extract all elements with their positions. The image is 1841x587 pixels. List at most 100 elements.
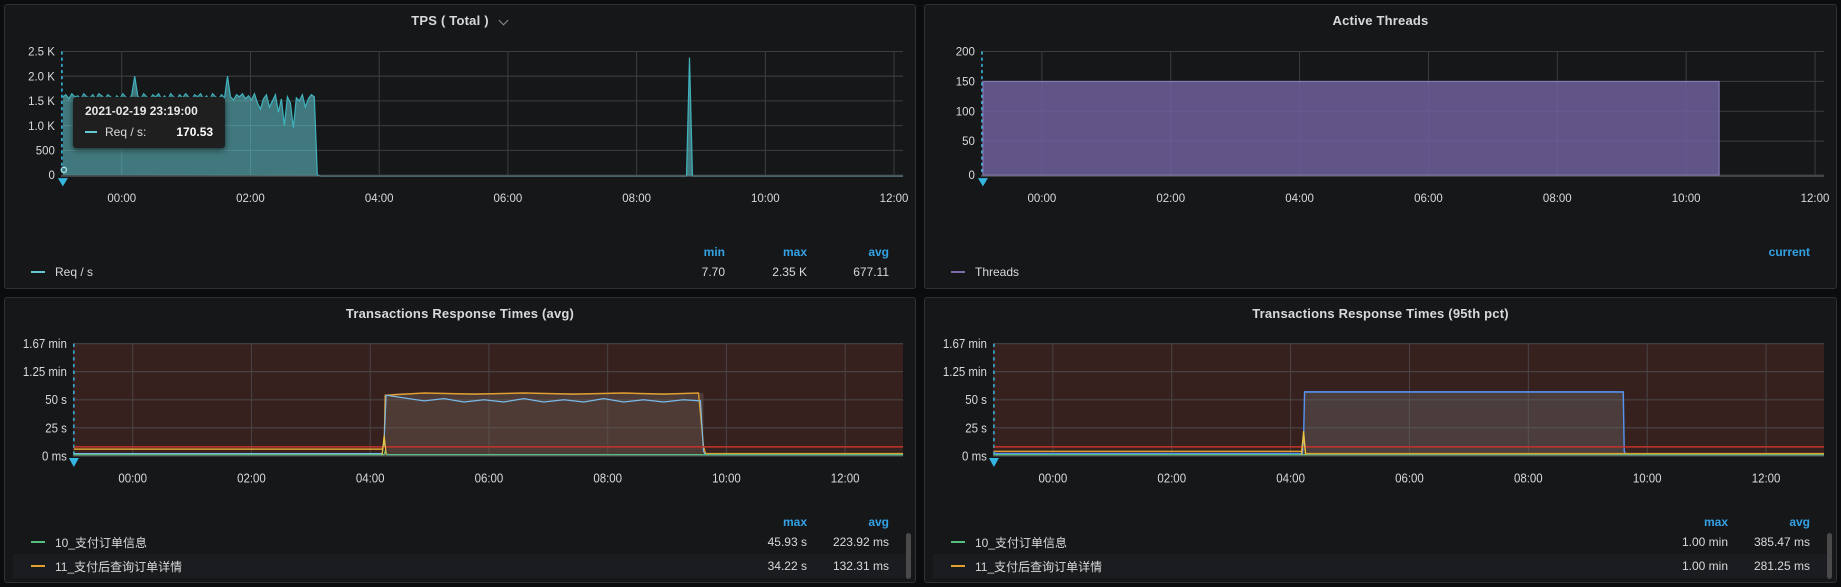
- x-axis-labels-tps: 00:00 02:00 04:00 06:00 08:00 10:00 12:0…: [107, 192, 909, 205]
- legend-value-avg: 223.92 ms: [832, 535, 889, 549]
- chevron-down-icon[interactable]: [499, 16, 509, 26]
- graph-area-response-avg[interactable]: 1.67 min 1.25 min 50 s 25 s 0 ms: [5, 328, 915, 513]
- y-tick: 500: [36, 144, 56, 157]
- annotation-marker-tps: [57, 178, 68, 187]
- y-tick: 1.67 min: [23, 337, 67, 352]
- legend-col-current[interactable]: current: [1768, 244, 1810, 259]
- legend-series-label[interactable]: 11_支付后查询订单详情: [975, 559, 1103, 574]
- graph-tooltip-tps: 2021-02-19 23:19:00 Req / s: 170.53: [73, 97, 226, 148]
- legend-header-resp-95: max avg: [933, 513, 1828, 530]
- legend-col-avg[interactable]: avg: [1789, 514, 1810, 529]
- panel-response-times-95th[interactable]: Transactions Response Times (95th pct) 1…: [924, 297, 1837, 583]
- legend-header-resp-avg: max avg: [13, 513, 907, 530]
- x-axis-labels-resp-95: 00:00 02:00 04:00 06:00 08:00 10:00 12:0…: [1038, 471, 1780, 486]
- y-tick: 1.25 min: [23, 365, 67, 380]
- y-tick: 25 s: [965, 421, 987, 436]
- panel-header-active-threads[interactable]: Active Threads: [925, 5, 1836, 35]
- x-axis-labels-threads: 00:00 02:00 04:00 06:00 08:00 10:00 12:0…: [1028, 192, 1830, 205]
- y-tick: 1.5 K: [28, 95, 55, 108]
- legend-series-label[interactable]: Threads: [975, 265, 1020, 279]
- legend-series-label[interactable]: 10_支付订单信息: [55, 535, 148, 550]
- y-tick: 0 ms: [42, 449, 67, 464]
- tooltip-series-color-icon: [85, 131, 97, 133]
- legend-series-color-icon: [31, 541, 45, 543]
- x-tick: 04:00: [356, 471, 385, 486]
- y-tick: 1.67 min: [943, 337, 987, 352]
- x-tick: 04:00: [365, 192, 394, 205]
- legend-col-avg[interactable]: avg: [868, 514, 889, 529]
- x-tick: 10:00: [1633, 471, 1662, 486]
- series-spike-yellow-resp-95: [1300, 431, 1307, 455]
- legend-response-95th: max avg 10_支付订单信息 1.00 min 385.47 ms 11_…: [925, 513, 1836, 582]
- y-tick: 2.5 K: [28, 45, 55, 58]
- graph-area-tps[interactable]: 2.5 K 2.0 K 1.5 K 1.0 K 500 0: [5, 35, 915, 241]
- graph-canvas-active-threads[interactable]: 200 150 100 50 0: [925, 35, 1836, 241]
- x-tick: 08:00: [1543, 192, 1572, 205]
- panel-title-text: Transactions Response Times (95th pct): [1252, 305, 1509, 321]
- series-line-blue-resp-avg: [73, 394, 904, 456]
- panel-title-tps[interactable]: TPS ( Total ): [411, 13, 508, 28]
- legend-header-threads: current: [933, 243, 1828, 260]
- series-plateau-fill-resp-avg: [385, 393, 704, 455]
- x-tick: 04:00: [1276, 471, 1305, 486]
- legend-col-max[interactable]: max: [782, 514, 807, 529]
- legend-col-max[interactable]: max: [782, 244, 807, 259]
- panel-header-response-avg[interactable]: Transactions Response Times (avg): [5, 298, 915, 328]
- legend-response-avg: max avg 10_支付订单信息 45.93 s 223.92 ms 11_支…: [5, 513, 915, 582]
- legend-row-req-s[interactable]: Req / s 7.70 2.35 K 677.11: [13, 260, 907, 284]
- y-tick: 100: [956, 105, 976, 118]
- panel-cell-response-95th: Transactions Response Times (95th pct) 1…: [920, 293, 1841, 587]
- legend-series-label[interactable]: Req / s: [55, 265, 94, 279]
- legend-tps: min max avg Req / s 7.70 2.35 K 677.11: [5, 241, 915, 288]
- legend-scrollbar[interactable]: [1827, 533, 1832, 579]
- x-tick: 02:00: [236, 192, 265, 205]
- panel-header-response-95th[interactable]: Transactions Response Times (95th pct): [925, 298, 1836, 328]
- y-tick: 150: [956, 75, 976, 88]
- legend-series-label[interactable]: 11_支付后查询订单详情: [55, 559, 183, 574]
- legend-scrollbar[interactable]: [906, 533, 911, 579]
- panel-response-times-avg[interactable]: Transactions Response Times (avg) 1.67 m…: [4, 297, 916, 583]
- x-tick: 02:00: [237, 471, 266, 486]
- x-tick: 08:00: [593, 471, 622, 486]
- graph-canvas-response-95th[interactable]: 1.67 min 1.25 min 50 s 25 s 0 ms: [925, 328, 1836, 513]
- legend-row-series-10[interactable]: 10_支付订单信息 1.00 min 385.47 ms: [933, 530, 1828, 554]
- legend-series-label[interactable]: 10_支付订单信息: [975, 535, 1068, 550]
- y-tick: 25 s: [45, 421, 67, 436]
- y-axis-labels-resp-95: 1.67 min 1.25 min 50 s 25 s 0 ms: [943, 337, 987, 464]
- x-tick: 06:00: [1414, 192, 1443, 205]
- x-tick: 06:00: [475, 471, 504, 486]
- panel-cell-active-threads: Active Threads 200 150 100 50 0: [920, 0, 1841, 293]
- legend-col-max[interactable]: max: [1703, 514, 1728, 529]
- panel-title-response-avg[interactable]: Transactions Response Times (avg): [346, 306, 574, 321]
- legend-col-avg[interactable]: avg: [868, 244, 889, 259]
- legend-value-avg: 677.11: [853, 265, 889, 279]
- legend-value-avg: 281.25 ms: [1753, 559, 1810, 573]
- panel-active-threads[interactable]: Active Threads 200 150 100 50 0: [924, 4, 1837, 289]
- x-tick: 12:00: [880, 192, 909, 205]
- panel-header-tps[interactable]: TPS ( Total ): [5, 5, 915, 35]
- legend-row-series-11[interactable]: 11_支付后查询订单详情 34.22 s 132.31 ms: [13, 554, 907, 578]
- y-axis-labels-tps: 2.5 K 2.0 K 1.5 K 1.0 K 500 0: [28, 45, 55, 182]
- y-tick: 2.0 K: [28, 70, 55, 83]
- gridlines-vertical-resp-95: [1052, 343, 1767, 456]
- graph-area-response-95th[interactable]: 1.67 min 1.25 min 50 s 25 s 0 ms: [925, 328, 1836, 513]
- legend-active-threads: current Threads: [925, 241, 1836, 288]
- legend-row-series-10[interactable]: 10_支付订单信息 45.93 s 223.92 ms: [13, 530, 907, 554]
- panel-title-active-threads[interactable]: Active Threads: [1332, 13, 1428, 28]
- legend-col-min[interactable]: min: [703, 244, 725, 259]
- graph-area-active-threads[interactable]: 200 150 100 50 0: [925, 35, 1836, 241]
- y-tick: 0: [49, 169, 56, 182]
- graph-canvas-response-avg[interactable]: 1.67 min 1.25 min 50 s 25 s 0 ms: [5, 328, 915, 513]
- x-tick: 00:00: [118, 471, 147, 486]
- legend-series-color-icon: [31, 271, 45, 273]
- x-tick: 10:00: [1672, 192, 1701, 205]
- legend-row-threads[interactable]: Threads: [933, 260, 1828, 284]
- panel-tps-total[interactable]: TPS ( Total ) 2.5 K 2.0 K 1.5 K 1.0 K 50…: [4, 4, 916, 289]
- legend-header-tps: min max avg: [13, 243, 907, 260]
- graph-canvas-tps[interactable]: 2.5 K 2.0 K 1.5 K 1.0 K 500 0: [5, 35, 915, 241]
- panel-title-response-95th[interactable]: Transactions Response Times (95th pct): [1252, 306, 1509, 321]
- legend-value-max: 1.00 min: [1681, 535, 1728, 549]
- legend-row-series-11[interactable]: 11_支付后查询订单详情 1.00 min 281.25 ms: [933, 554, 1828, 578]
- legend-value-avg: 132.31 ms: [832, 559, 889, 573]
